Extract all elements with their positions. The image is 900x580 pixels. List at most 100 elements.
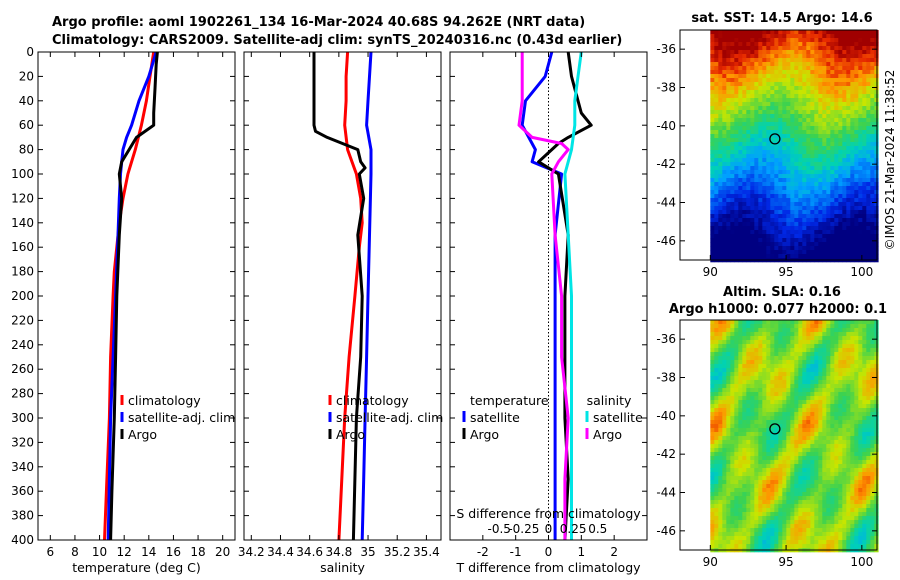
sla-cell: [822, 364, 827, 369]
sla-cell: [778, 412, 783, 417]
series-salinity-satellite: [563, 51, 583, 540]
sla-cell: [846, 332, 851, 337]
sla-cell: [842, 468, 847, 473]
sst-cell: [786, 94, 791, 99]
sst-cell: [802, 42, 807, 47]
sst-cell: [798, 190, 803, 195]
sst-cell: [754, 126, 759, 131]
sst-cell: [750, 86, 755, 91]
sla-cell: [846, 456, 851, 461]
sst-cell: [874, 118, 879, 123]
sla-cell: [838, 408, 843, 413]
sla-cell: [782, 484, 787, 489]
sla-cell: [714, 336, 719, 341]
sst-cell: [834, 222, 839, 227]
sla-cell: [718, 424, 723, 429]
sst-cell: [742, 226, 747, 231]
sla-cell: [826, 500, 831, 505]
sla-cell: [862, 520, 867, 525]
y-tick-label: 260: [11, 362, 34, 376]
sst-cell: [826, 242, 831, 247]
sla-cell: [842, 476, 847, 481]
sst-cell: [842, 186, 847, 191]
sla-cell: [830, 492, 835, 497]
sst-cell: [858, 126, 863, 131]
sla-cell: [858, 360, 863, 365]
sst-cell: [730, 98, 735, 103]
sst-cell: [766, 230, 771, 235]
sst-cell: [850, 226, 855, 231]
sst-cell: [718, 106, 723, 111]
sst-heatmap-cells: [710, 30, 879, 263]
sla-cell: [826, 432, 831, 437]
sla-cell: [874, 360, 879, 365]
sla-cell: [794, 332, 799, 337]
sla-cell: [774, 468, 779, 473]
sla-cell: [830, 448, 835, 453]
sst-cell: [710, 238, 715, 243]
sla-cell: [718, 420, 723, 425]
sst-cell: [770, 142, 775, 147]
sst-cell: [742, 182, 747, 187]
sla-cell: [714, 516, 719, 521]
sst-cell: [862, 174, 867, 179]
sst-cell: [798, 202, 803, 207]
sst-cell: [778, 78, 783, 83]
sla-cell: [766, 408, 771, 413]
sst-cell: [714, 198, 719, 203]
sla-cell: [714, 416, 719, 421]
sla-cell: [858, 344, 863, 349]
sst-cell: [866, 94, 871, 99]
sla-cell: [754, 512, 759, 517]
sst-cell: [794, 206, 799, 211]
sst-cell: [818, 74, 823, 79]
sst-cell: [762, 42, 767, 47]
sla-cell: [766, 392, 771, 397]
sst-cell: [758, 38, 763, 43]
sst-cell: [826, 162, 831, 167]
sla-cell: [734, 420, 739, 425]
sla-cell: [806, 480, 811, 485]
sst-cell: [842, 214, 847, 219]
sst-cell: [798, 186, 803, 191]
sst-cell: [826, 114, 831, 119]
sst-cell: [826, 110, 831, 115]
x-tick-label-salinity: 0.25: [560, 522, 587, 536]
sla-cell: [718, 336, 723, 341]
sst-cell: [814, 206, 819, 211]
sst-cell: [766, 58, 771, 63]
sla-cell: [786, 472, 791, 477]
sla-cell: [822, 360, 827, 365]
sla-cell: [726, 368, 731, 373]
sst-cell: [802, 170, 807, 175]
sla-cell: [754, 408, 759, 413]
x-tick-label: 34.2: [238, 545, 265, 559]
sla-cell: [734, 476, 739, 481]
sla-cell: [870, 440, 875, 445]
sla-cell: [862, 488, 867, 493]
sst-cell: [850, 242, 855, 247]
sla-cell: [842, 496, 847, 501]
sla-cell: [734, 468, 739, 473]
sla-cell: [742, 356, 747, 361]
sst-cell: [746, 186, 751, 191]
sla-cell: [790, 532, 795, 537]
sst-cell: [778, 202, 783, 207]
sst-cell: [734, 30, 739, 35]
sla-cell: [798, 348, 803, 353]
sst-cell: [838, 174, 843, 179]
sla-cell: [742, 408, 747, 413]
sla-cell: [866, 420, 871, 425]
sst-cell: [846, 194, 851, 199]
sla-cell: [762, 364, 767, 369]
sla-cell: [750, 496, 755, 501]
sla-cell: [806, 464, 811, 469]
sst-cell: [782, 130, 787, 135]
sst-cell: [794, 74, 799, 79]
sst-cell: [710, 198, 715, 203]
sst-cell: [770, 58, 775, 63]
sla-cell: [746, 496, 751, 501]
sla-cell: [842, 504, 847, 509]
sst-cell: [718, 58, 723, 63]
sla-cell: [834, 460, 839, 465]
